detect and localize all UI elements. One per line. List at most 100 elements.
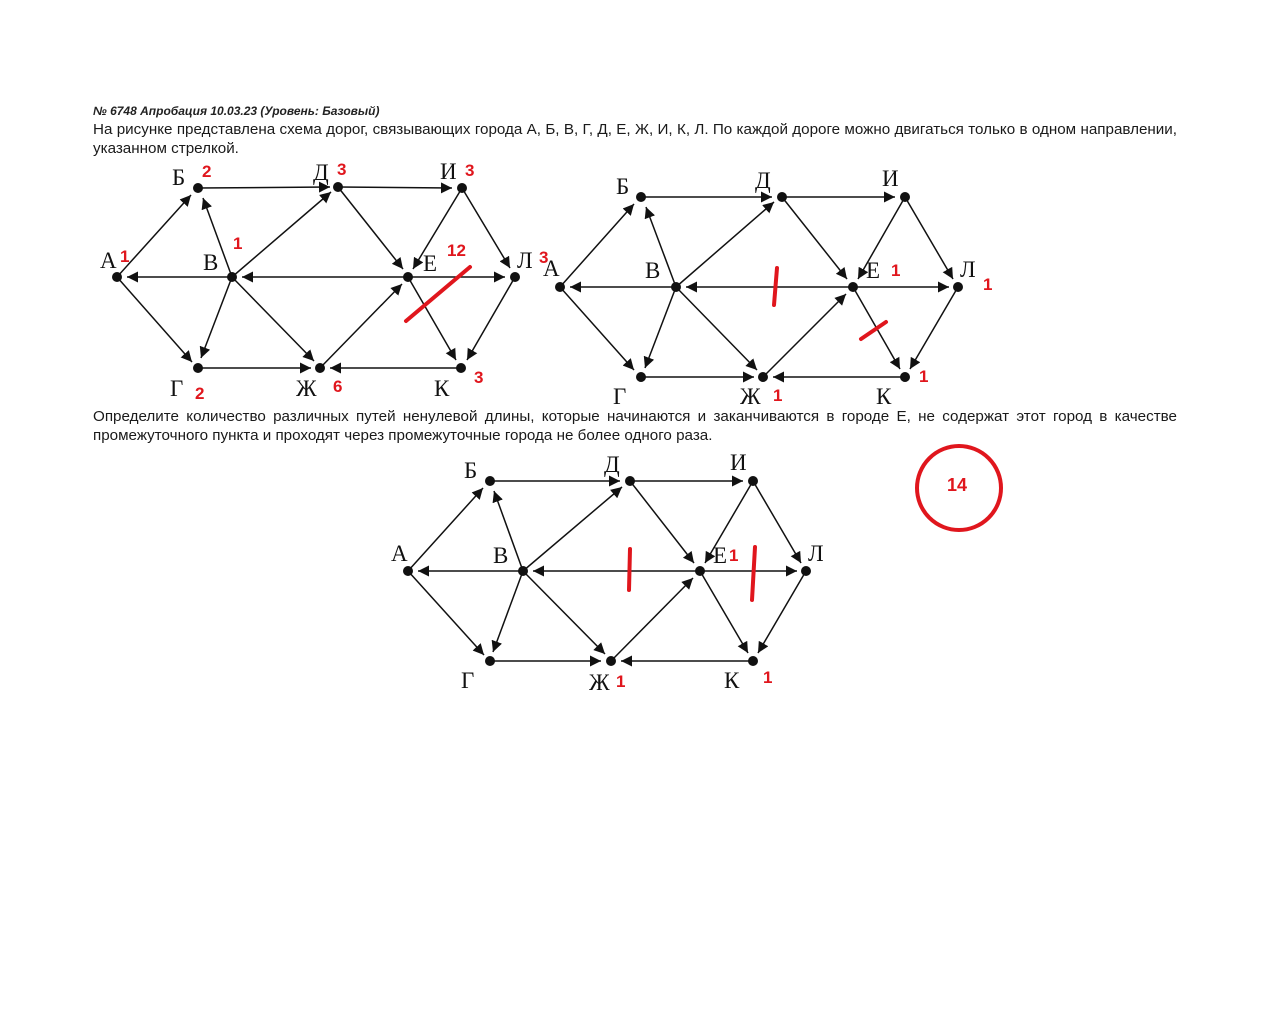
label-i: И	[730, 450, 747, 475]
edge-v-b	[492, 490, 524, 572]
edge-a-g	[116, 276, 193, 363]
node-zh	[606, 656, 616, 666]
strike-mark	[750, 545, 757, 602]
node-zh	[315, 363, 325, 373]
edge-v-b	[201, 197, 233, 278]
count-e: 12	[447, 241, 466, 260]
label-zh: Ж	[296, 376, 317, 401]
label-a: А	[100, 248, 117, 273]
edge-d-e	[781, 196, 848, 280]
edge-zh-e	[319, 283, 403, 369]
node-l	[801, 566, 811, 576]
count-l: 3	[539, 248, 548, 267]
node-zh	[758, 372, 768, 382]
count-k: 1	[763, 668, 772, 687]
label-b: Б	[616, 174, 629, 199]
label-k: К	[724, 668, 740, 693]
node-v	[518, 566, 528, 576]
edge-i-e	[412, 187, 463, 270]
label-zh: Ж	[589, 670, 610, 695]
node-v	[227, 272, 237, 282]
count-k: 1	[919, 367, 928, 386]
label-b: Б	[172, 165, 185, 190]
node-i	[900, 192, 910, 202]
edge-a-g	[407, 570, 485, 656]
answer-mark: 14	[915, 444, 1003, 532]
label-e: Е	[713, 543, 727, 568]
count-zh: 1	[616, 672, 625, 691]
edge-v-zh	[231, 276, 315, 362]
node-g	[485, 656, 495, 666]
edge-d-i	[337, 182, 453, 194]
edge-i-l	[904, 196, 954, 280]
task-header: № 6748 Апробация 10.03.23 (Уровень: Базо…	[93, 104, 380, 118]
node-k	[456, 363, 466, 373]
node-d	[777, 192, 787, 202]
count-k: 3	[474, 368, 483, 387]
label-i: И	[882, 166, 899, 191]
edge-i-e	[704, 480, 754, 564]
count-b: 2	[202, 162, 211, 181]
node-k	[748, 656, 758, 666]
count-e: 1	[729, 546, 738, 565]
edge-v-g	[199, 276, 233, 359]
label-a: А	[391, 541, 408, 566]
count-zh: 6	[333, 377, 342, 396]
edge-v-d	[522, 486, 623, 572]
edge-l-k	[757, 570, 807, 654]
edge-e-k	[699, 570, 749, 654]
node-i	[457, 183, 467, 193]
node-d	[333, 182, 343, 192]
edge-d-e	[629, 480, 695, 564]
label-v: В	[203, 250, 218, 275]
task-statement: На рисунке представлена схема дорог, свя…	[93, 121, 1177, 157]
node-e	[848, 282, 858, 292]
count-g: 2	[195, 384, 204, 403]
label-e: Е	[866, 258, 880, 283]
task-question: Определите количество различных путей не…	[93, 408, 1177, 444]
label-b: Б	[464, 458, 477, 483]
node-l	[953, 282, 963, 292]
edge-i-e	[857, 196, 906, 280]
label-g: Г	[613, 384, 626, 409]
edge-v-d	[231, 191, 332, 278]
strike-mark	[627, 547, 632, 592]
edge-l-k	[909, 286, 959, 370]
label-l: Л	[960, 257, 976, 282]
node-v	[671, 282, 681, 292]
edge-i-l	[461, 187, 511, 269]
node-g	[193, 363, 203, 373]
node-d	[625, 476, 635, 486]
count-l: 1	[983, 275, 992, 294]
road-graph-3: А Б В Г Д Е Ж И К Л 1 1 1	[391, 450, 824, 695]
edge-a-b	[116, 194, 192, 278]
edge-v-zh	[522, 570, 606, 655]
edge-zh-e	[762, 293, 847, 378]
label-d: Д	[755, 168, 771, 193]
label-zh: Ж	[740, 384, 761, 409]
node-e	[695, 566, 705, 576]
node-a	[112, 272, 122, 282]
node-k	[900, 372, 910, 382]
node-e	[403, 272, 413, 282]
node-b	[193, 183, 203, 193]
label-l: Л	[517, 248, 533, 273]
edge-v-g	[491, 570, 524, 653]
node-b	[636, 192, 646, 202]
road-graph-1: А Б В Г Д Е Ж И К Л 1 2 1 2 3 12 6 3 3 3	[100, 159, 548, 403]
count-e: 1	[891, 261, 900, 280]
edge-a-g	[559, 286, 635, 371]
count-zh: 1	[773, 386, 782, 405]
label-k: К	[434, 376, 450, 401]
node-b	[485, 476, 495, 486]
node-l	[510, 272, 520, 282]
label-d: Д	[604, 452, 620, 477]
count-a: 1	[120, 247, 129, 266]
edge-v-zh	[675, 286, 758, 371]
label-g: Г	[170, 376, 183, 401]
node-a	[555, 282, 565, 292]
answer-circle	[915, 444, 1003, 532]
edge-v-g	[643, 286, 677, 369]
label-v: В	[493, 543, 508, 568]
node-i	[748, 476, 758, 486]
